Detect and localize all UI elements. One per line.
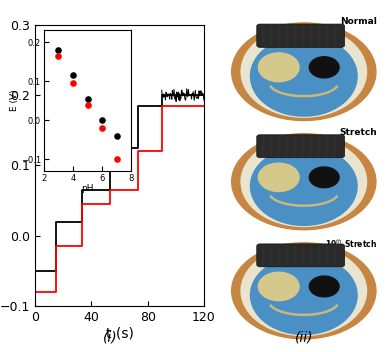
Circle shape [258, 53, 299, 82]
Ellipse shape [241, 26, 367, 117]
Circle shape [309, 167, 339, 188]
Ellipse shape [250, 36, 357, 116]
Ellipse shape [241, 246, 367, 335]
FancyBboxPatch shape [257, 24, 345, 48]
FancyBboxPatch shape [257, 244, 345, 267]
X-axis label: t (s): t (s) [105, 327, 134, 341]
FancyBboxPatch shape [257, 135, 345, 158]
Ellipse shape [250, 147, 357, 225]
Ellipse shape [250, 256, 357, 334]
Text: (i): (i) [102, 331, 117, 345]
Text: (ii): (ii) [294, 331, 313, 345]
Text: Stretch: Stretch [340, 128, 377, 137]
Circle shape [258, 163, 299, 191]
Ellipse shape [232, 243, 376, 339]
Text: 10$^{th}$ Stretch: 10$^{th}$ Stretch [325, 237, 377, 250]
Text: Normal: Normal [341, 17, 377, 26]
Circle shape [258, 272, 299, 301]
Ellipse shape [232, 134, 376, 230]
Circle shape [309, 276, 339, 297]
Circle shape [309, 57, 339, 78]
Ellipse shape [232, 23, 376, 120]
Ellipse shape [241, 137, 367, 226]
